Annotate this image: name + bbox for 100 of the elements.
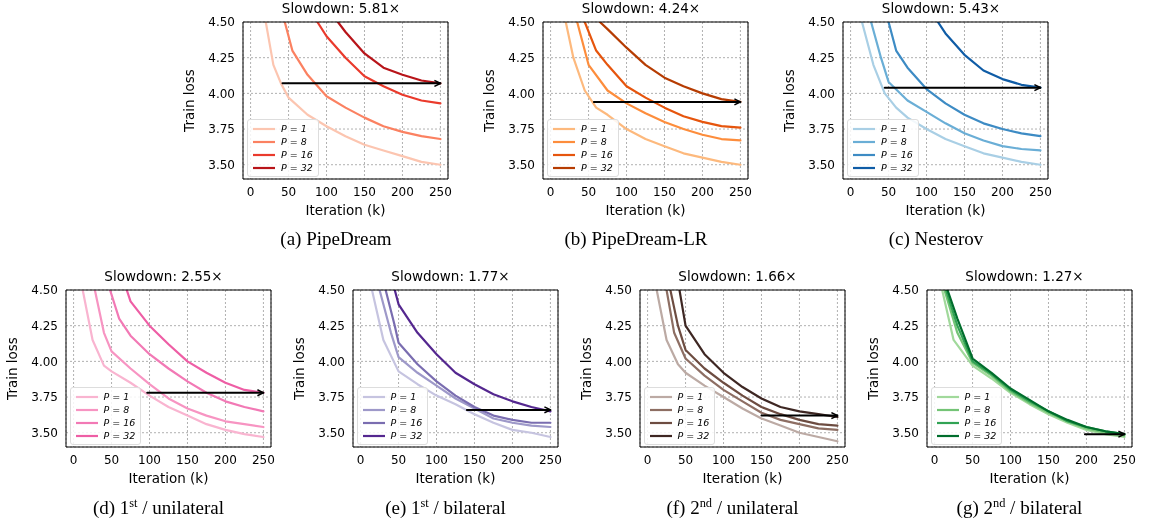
y-tick-label: 4.25	[317, 318, 345, 333]
x-tick-label: 200	[213, 452, 237, 467]
y-tick-label: 3.75	[30, 390, 58, 405]
x-tick-label: 50	[580, 184, 597, 199]
y-tick-label: 3.50	[891, 425, 919, 440]
y-tick-label: 3.75	[808, 122, 835, 137]
chart-title: Slowdown: 5.81×	[280, 0, 402, 17]
y-tick-label: 4.00	[208, 86, 235, 101]
y-tick-label: 4.25	[208, 50, 235, 65]
legend-label: P = 8	[581, 136, 607, 147]
y-tick-label: 3.50	[604, 425, 632, 440]
chart-title: Slowdown: 4.24×	[580, 0, 702, 17]
text: (d) 1$^{st}$ / unilateral	[92, 496, 225, 519]
y-tick-label: 4.50	[30, 283, 58, 298]
x-tick-label: 50	[880, 184, 897, 199]
y-tick-label: 3.50	[30, 425, 58, 440]
y-axis-title: Train loss	[577, 337, 594, 401]
x-tick-label: 50	[103, 452, 119, 467]
x-tick-label: 0	[246, 184, 255, 199]
x-tick-label: 150	[353, 184, 376, 199]
y-tick-label: 4.00	[604, 354, 632, 369]
y-axis-title: Train loss	[780, 69, 797, 133]
x-tick-label: 200	[787, 452, 811, 467]
y-tick-label: 4.00	[508, 86, 535, 101]
x-tick-label: 100	[424, 452, 448, 467]
legend-label: P = 8	[103, 404, 130, 415]
x-tick-label: 50	[280, 184, 297, 199]
y-tick-label: 3.50	[208, 157, 235, 172]
y-tick-label: 4.50	[508, 15, 535, 30]
x-tick-label: 250	[428, 184, 452, 199]
x-tick-label: 100	[998, 452, 1022, 467]
y-tick-label: 4.50	[891, 283, 919, 298]
y-tick-label: 4.50	[317, 283, 345, 298]
y-tick-label: 4.25	[891, 318, 919, 333]
y-tick-label: 4.25	[604, 318, 632, 333]
y-tick-label: 4.00	[317, 354, 345, 369]
y-tick-label: 4.50	[208, 15, 235, 30]
legend-label: P = 1	[281, 123, 307, 134]
x-tick-label: 0	[356, 452, 364, 467]
line-series	[316, 22, 442, 105]
x-tick-label: 250	[728, 184, 752, 199]
chart-title: Slowdown: 5.43×	[880, 0, 1002, 17]
legend-label: P = 32	[281, 162, 313, 173]
x-tick-label: 150	[1036, 452, 1060, 467]
text: (g) 2$^{nd}$ / bilateral	[956, 496, 1083, 519]
legend-label: P = 1	[881, 123, 907, 134]
chart-title: Slowdown: 2.55×	[103, 268, 224, 285]
legend-label: P = 1	[677, 391, 704, 402]
x-tick-label: 150	[953, 184, 976, 199]
y-tick-label: 3.75	[604, 390, 632, 405]
x-tick-label: 200	[390, 184, 414, 199]
legend-label: P = 8	[964, 404, 991, 415]
legend-label: P = 8	[390, 404, 417, 415]
y-tick-label: 4.00	[30, 354, 58, 369]
legend-label: P = 32	[581, 162, 613, 173]
y-tick-label: 4.00	[891, 354, 919, 369]
x-tick-label: 50	[677, 452, 693, 467]
y-axis-title: Train loss	[290, 337, 307, 401]
x-axis-title: Iteration (k)	[989, 470, 1069, 486]
legend-label: P = 16	[964, 417, 997, 428]
x-tick-label: 0	[546, 184, 555, 199]
text: (e) 1$^{st}$ / bilateral	[385, 496, 506, 519]
line-series	[264, 22, 442, 166]
legend-label: P = 16	[677, 417, 710, 428]
legend-label: P = 1	[103, 391, 130, 402]
legend-label: P = 1	[581, 123, 607, 134]
x-axis-title: Iteration (k)	[605, 202, 686, 218]
y-tick-label: 3.50	[508, 157, 535, 172]
x-tick-label: 250	[1112, 452, 1136, 467]
y-tick-label: 3.75	[208, 122, 235, 137]
legend-label: P = 32	[881, 162, 913, 173]
x-tick-label: 50	[390, 452, 406, 467]
x-axis-title: Iteration (k)	[305, 202, 386, 218]
line-series	[108, 290, 265, 413]
legend-label: P = 8	[677, 404, 704, 415]
y-tick-label: 4.25	[30, 318, 58, 333]
legend-label: P = 32	[677, 430, 710, 441]
x-tick-label: 250	[538, 452, 562, 467]
x-tick-label: 150	[175, 452, 199, 467]
legend-label: P = 32	[964, 430, 997, 441]
legend-label: P = 32	[103, 430, 136, 441]
x-tick-label: 250	[251, 452, 275, 467]
x-tick-label: 0	[930, 452, 938, 467]
text: (a) PipeDream	[280, 228, 392, 249]
legend-label: P = 16	[281, 149, 313, 160]
x-tick-label: 100	[137, 452, 161, 467]
x-tick-label: 250	[1028, 184, 1052, 199]
legend-label: P = 8	[881, 136, 907, 147]
y-tick-label: 4.50	[604, 283, 632, 298]
y-tick-label: 3.75	[508, 122, 535, 137]
y-tick-label: 3.50	[808, 157, 835, 172]
x-tick-label: 100	[315, 184, 338, 199]
x-tick-label: 100	[711, 452, 735, 467]
legend-label: P = 16	[103, 417, 136, 428]
x-tick-label: 0	[643, 452, 651, 467]
line-series	[887, 22, 1042, 138]
y-tick-label: 4.00	[808, 86, 835, 101]
text: (b) PipeDream-LR	[564, 228, 708, 249]
x-axis-title: Iteration (k)	[415, 470, 495, 486]
text: (c) Nesterov	[888, 228, 984, 249]
